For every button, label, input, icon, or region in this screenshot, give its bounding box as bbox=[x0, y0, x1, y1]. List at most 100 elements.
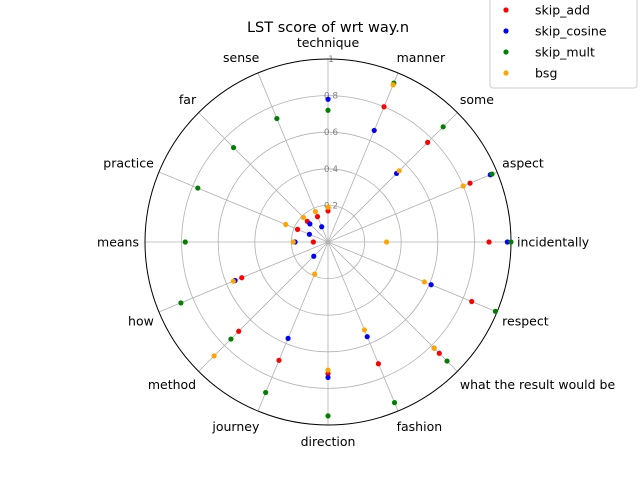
data-point bbox=[390, 82, 396, 88]
data-point bbox=[228, 336, 234, 342]
category-label: technique bbox=[297, 35, 360, 50]
category-label: manner bbox=[397, 50, 446, 65]
data-point bbox=[325, 96, 331, 102]
category-label: far bbox=[179, 92, 197, 107]
data-point bbox=[325, 371, 331, 377]
data-point bbox=[211, 353, 217, 359]
radial-tick-labels: 0.2 0.4 0.6 0.8 1 bbox=[324, 55, 339, 211]
category-label: sense bbox=[223, 50, 260, 65]
data-point bbox=[230, 144, 237, 151]
legend-label: bsg bbox=[535, 66, 557, 81]
data-point bbox=[361, 327, 368, 333]
legend-marker bbox=[503, 49, 509, 55]
category-label: means bbox=[97, 235, 139, 250]
series-skip_mult bbox=[178, 80, 514, 419]
data-point bbox=[444, 358, 450, 364]
radial-tick-label: 0.6 bbox=[324, 128, 339, 138]
data-point bbox=[467, 180, 473, 186]
data-point bbox=[431, 345, 437, 351]
data-point bbox=[460, 183, 466, 189]
data-point bbox=[371, 127, 377, 134]
data-point bbox=[325, 208, 331, 214]
data-point bbox=[325, 204, 331, 210]
radial-tick-label: 0.8 bbox=[324, 92, 339, 102]
data-point bbox=[364, 334, 370, 340]
data-point bbox=[381, 104, 387, 110]
data-point bbox=[276, 357, 282, 363]
data-point bbox=[239, 275, 245, 281]
category-label: fashion bbox=[397, 419, 443, 434]
legend-marker bbox=[503, 7, 509, 13]
data-point bbox=[182, 239, 188, 245]
data-point bbox=[274, 115, 280, 122]
grid-spoke bbox=[327, 72, 399, 243]
chart-title: LST score of wrt way.n bbox=[247, 20, 409, 36]
grid-spoke bbox=[198, 241, 329, 372]
data-point bbox=[425, 139, 431, 145]
category-label: practice bbox=[103, 155, 154, 170]
data-point bbox=[375, 361, 382, 367]
data-point bbox=[325, 107, 331, 113]
legend-label: skip_mult bbox=[535, 45, 595, 60]
legend-label: skip_cosine bbox=[535, 24, 607, 39]
data-point bbox=[310, 239, 316, 245]
data-point bbox=[290, 239, 296, 245]
data-point bbox=[440, 124, 446, 130]
data-point bbox=[236, 328, 242, 334]
data-point bbox=[508, 239, 514, 245]
series-skip_add bbox=[236, 104, 492, 377]
category-label: some bbox=[460, 92, 494, 107]
data-point bbox=[263, 389, 269, 396]
category-label: respect bbox=[502, 314, 549, 329]
radial-tick-label: 0.4 bbox=[324, 165, 339, 175]
category-label: journey bbox=[211, 419, 260, 434]
radial-tick-label: 0.2 bbox=[324, 201, 338, 211]
data-point bbox=[325, 413, 331, 419]
data-point bbox=[307, 221, 313, 227]
category-label: aspect bbox=[502, 155, 544, 170]
data-points bbox=[178, 80, 514, 419]
data-point bbox=[311, 253, 317, 259]
category-label: how bbox=[128, 314, 154, 329]
category-label: what the result would be bbox=[460, 377, 616, 392]
data-point bbox=[396, 168, 402, 174]
radial-tick-label: 1 bbox=[328, 55, 334, 65]
grid-spoke bbox=[327, 241, 498, 313]
data-point bbox=[504, 239, 510, 245]
data-point bbox=[230, 278, 236, 284]
data-point bbox=[306, 231, 313, 237]
data-point bbox=[294, 226, 301, 232]
data-point bbox=[283, 221, 289, 228]
category-labels: technique manner some aspect incidentally res… bbox=[97, 35, 615, 449]
category-label: incidentally bbox=[517, 235, 590, 250]
category-label: direction bbox=[301, 434, 356, 449]
grid-spoke bbox=[158, 171, 329, 243]
data-point bbox=[325, 374, 331, 381]
data-point bbox=[486, 239, 492, 245]
data-point bbox=[195, 185, 201, 191]
grid-spoke bbox=[257, 241, 329, 412]
data-point bbox=[428, 282, 434, 288]
data-point bbox=[312, 208, 318, 215]
data-point bbox=[383, 239, 390, 245]
data-point bbox=[421, 279, 427, 285]
data-point bbox=[300, 214, 307, 221]
legend-marker bbox=[503, 70, 509, 76]
data-point bbox=[178, 300, 184, 306]
data-point bbox=[325, 367, 331, 373]
category-label: method bbox=[148, 377, 196, 392]
data-point bbox=[312, 271, 318, 277]
legend-label: skip_add bbox=[535, 3, 590, 18]
data-point bbox=[489, 171, 495, 177]
data-point bbox=[285, 335, 291, 341]
data-point bbox=[436, 350, 442, 356]
legend-marker bbox=[503, 28, 509, 34]
grid-spoke bbox=[327, 241, 399, 412]
series-bsg bbox=[211, 82, 466, 373]
data-point bbox=[319, 224, 325, 230]
legend-box bbox=[489, 0, 638, 89]
data-point bbox=[314, 214, 321, 220]
grid-spoke bbox=[327, 112, 458, 243]
